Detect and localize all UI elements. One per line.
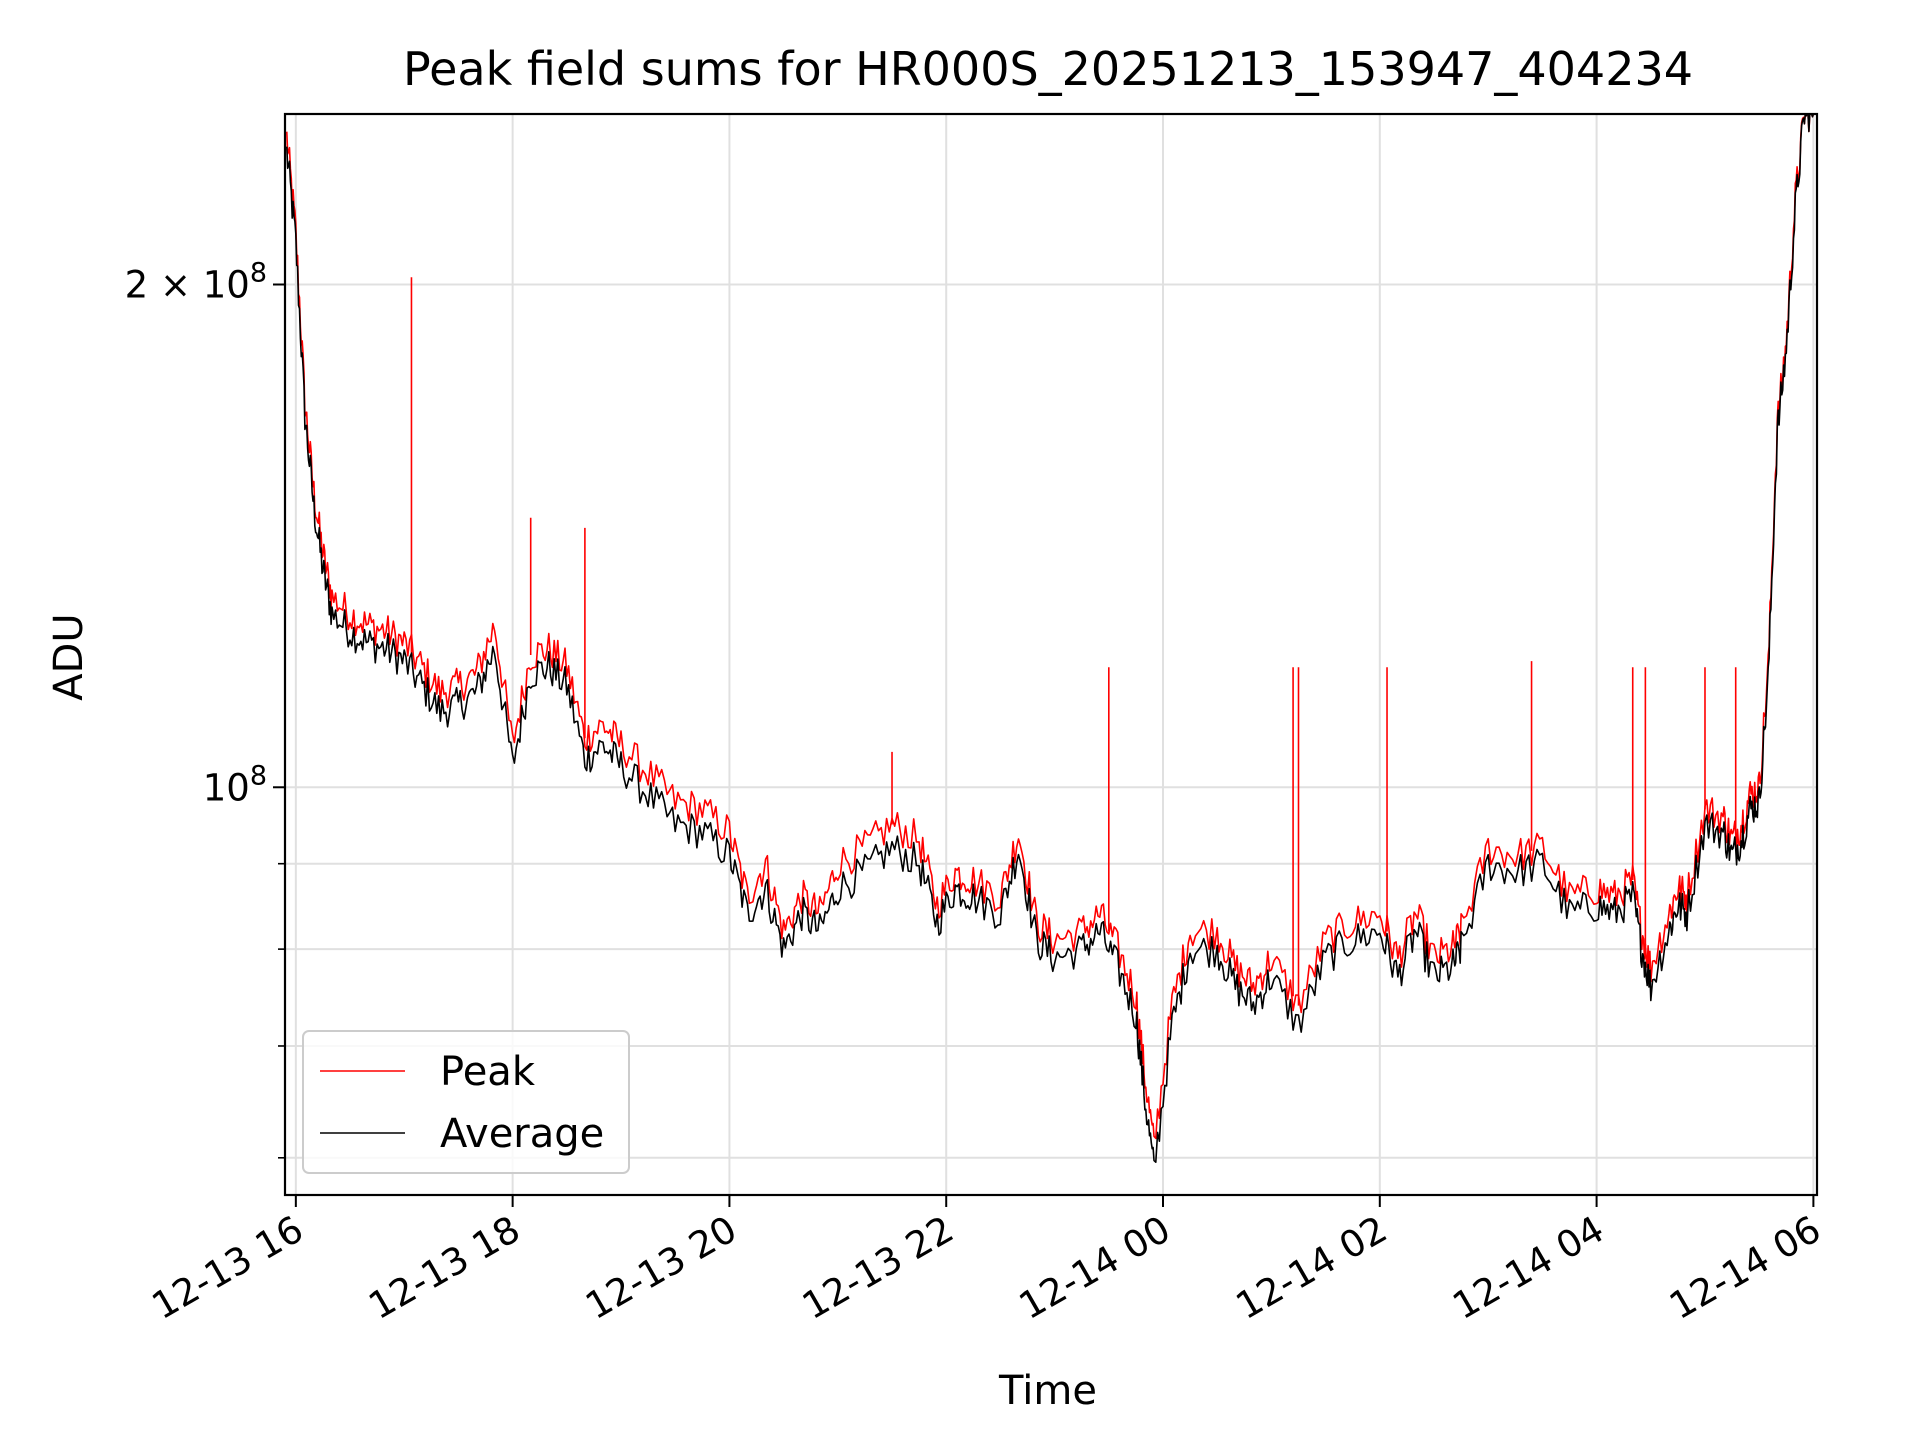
legend-peak-label: Peak: [440, 1049, 536, 1095]
grid-lines: [285, 114, 1817, 1195]
y-tick-label: 108: [203, 760, 267, 809]
legend-box: [302, 1030, 630, 1174]
legend-average-label: Average: [440, 1111, 604, 1157]
x-axis-label: Time: [998, 1368, 1097, 1414]
peak-series-line: [286, 113, 1815, 1140]
y-axis-label: ADU: [46, 613, 92, 700]
legend: Peak Average: [302, 1030, 630, 1174]
plot-frame: [283, 112, 1819, 1197]
average-series-line: [286, 113, 1815, 1163]
chart-title: Peak field sums for HR000S_20251213_1539…: [403, 42, 1693, 96]
series-layer: [286, 113, 1815, 1163]
y-tick-label: 2 × 108: [125, 258, 267, 307]
